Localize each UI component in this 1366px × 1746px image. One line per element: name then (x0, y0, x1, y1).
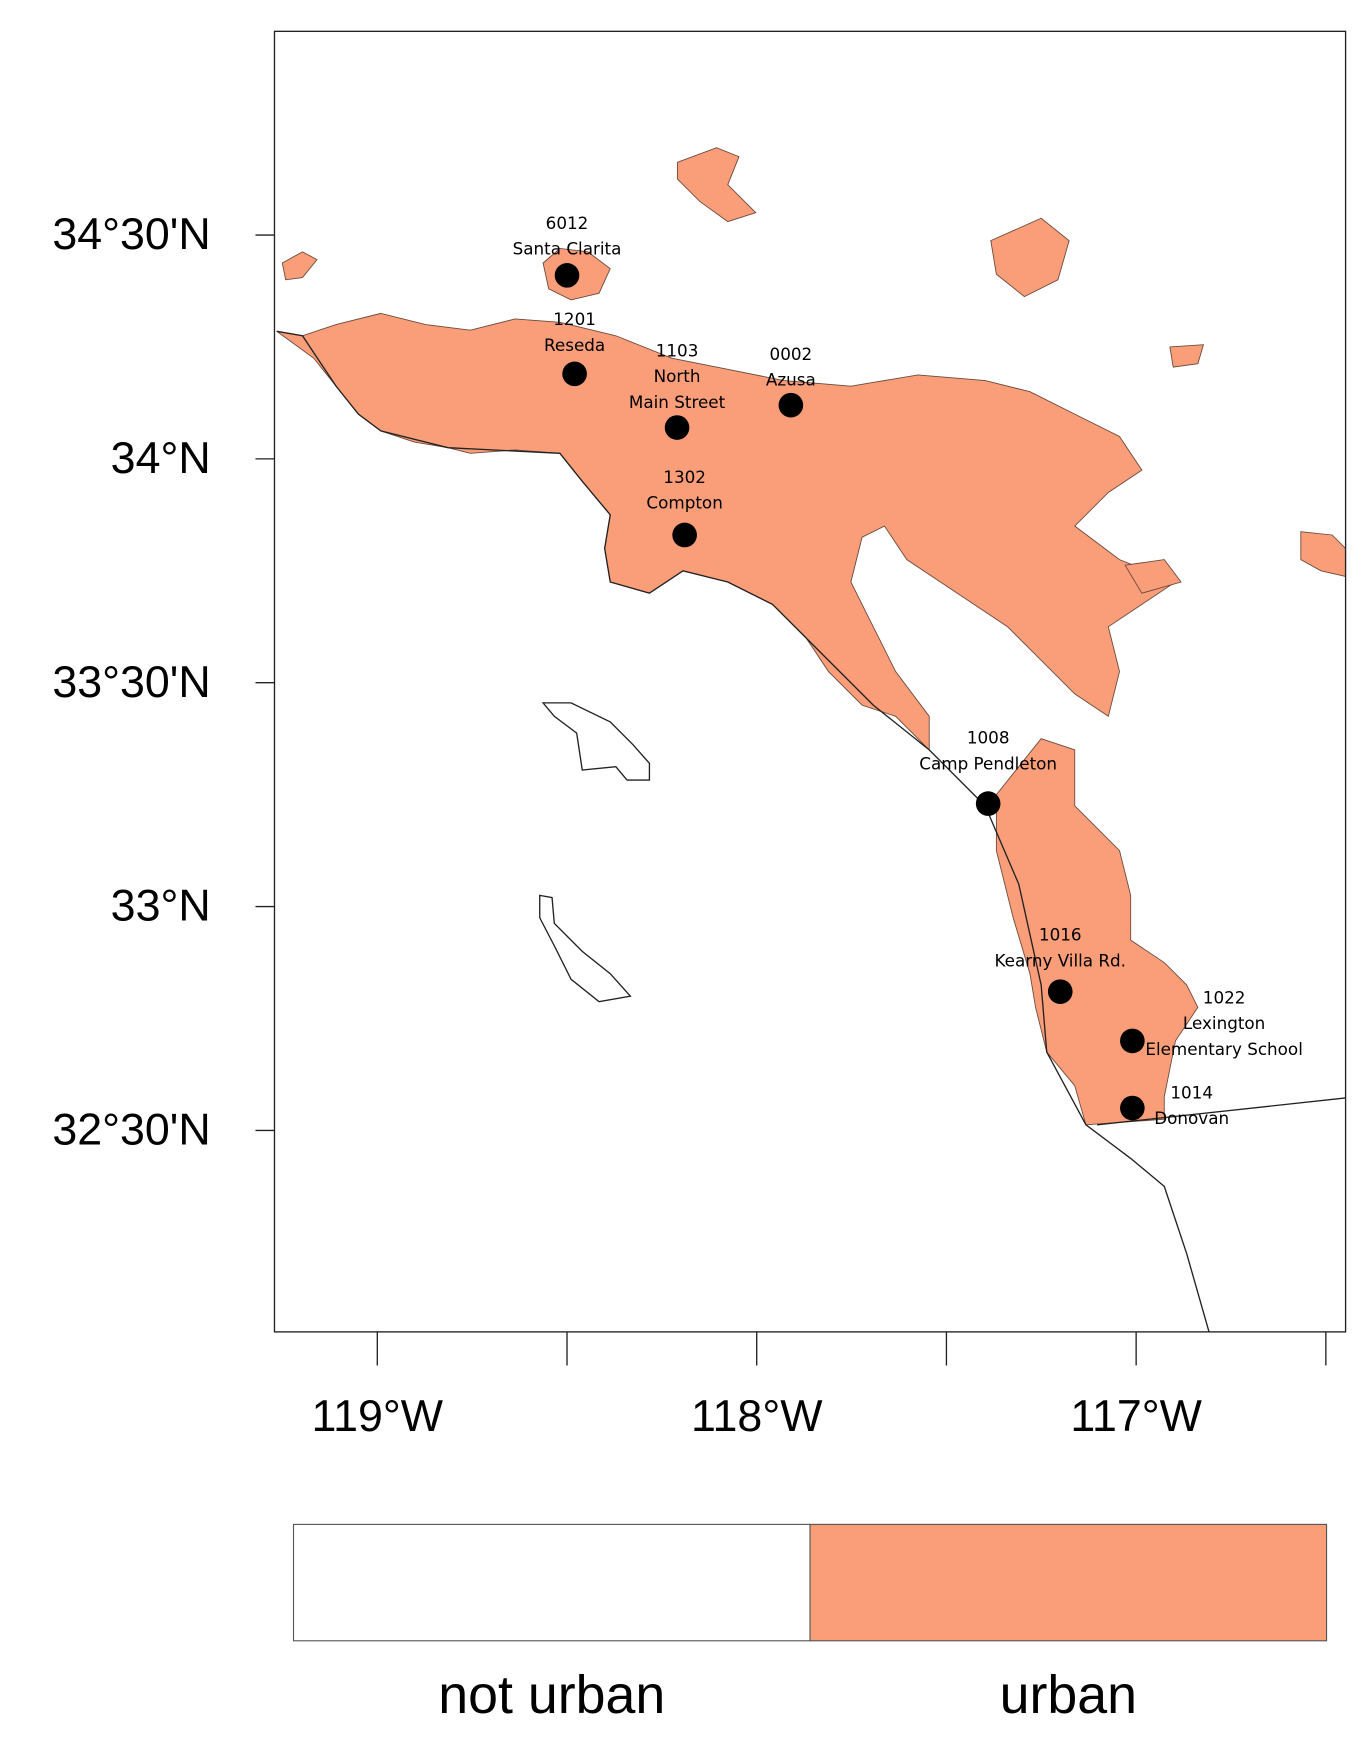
station-label: North (654, 366, 701, 386)
station-label: 1008 (967, 728, 1010, 748)
station-label: Compton (646, 493, 722, 513)
station-marker (664, 415, 690, 440)
station-label: Azusa (766, 370, 816, 390)
legend-swatch (292, 1523, 811, 1642)
y-tick-label: 33°N (111, 881, 211, 931)
station-label: 1016 (1039, 925, 1082, 945)
station-label: Reseda (544, 335, 605, 355)
legend-label: urban (1000, 1665, 1137, 1725)
station-marker (1120, 1095, 1145, 1121)
border-line (1097, 1097, 1346, 1126)
urban-area (1124, 559, 1182, 594)
urban-area (1169, 344, 1205, 368)
station-label: 1022 (1203, 987, 1246, 1007)
station-label: Donovan (1154, 1108, 1229, 1128)
station-label: Main Street (629, 392, 726, 412)
legend-label: not urban (438, 1665, 665, 1725)
station-label: 1302 (663, 467, 706, 487)
x-tick-label: 119°W (312, 1391, 444, 1441)
map-frame (273, 30, 1347, 1333)
axes: 34°30'N 34°N 33°30'N 33°N 32°30'N 119°W 118°W 1… (52, 209, 1327, 1441)
y-tick-label: 32°30'N (52, 1104, 210, 1154)
coast-line (276, 330, 1210, 1333)
station-label: 1103 (656, 340, 699, 360)
legend-swatch (809, 1523, 1328, 1642)
station-marker (778, 392, 804, 418)
station-label: 0002 (770, 344, 813, 364)
x-tick-label: 118°W (691, 1391, 823, 1441)
station-marker (554, 263, 580, 288)
urban-area (990, 217, 1070, 298)
x-tick-label: 117°W (1070, 1391, 1202, 1441)
station-label: Santa Clarita (513, 239, 622, 259)
station-marker (672, 522, 697, 548)
station-marker (975, 791, 1001, 816)
station-label: Lexington (1183, 1013, 1265, 1033)
legend: not urban urban (292, 1523, 1328, 1725)
y-tick-label: 33°30'N (52, 657, 210, 707)
station-label: 1014 (1170, 1082, 1213, 1102)
urban-area (995, 738, 1199, 1126)
urban-area (1300, 531, 1347, 577)
island (541, 702, 651, 781)
island (539, 894, 632, 1003)
coastline (276, 330, 1346, 1333)
station-marker (1120, 1028, 1145, 1054)
urban-area (276, 312, 1177, 751)
stations: 6012 Santa Clarita 1201 Reseda 1103 North Main… (513, 213, 1303, 1128)
station-label: Camp Pendleton (919, 753, 1057, 773)
station-marker (1047, 979, 1073, 1004)
y-tick-label: 34°N (111, 433, 211, 483)
y-tick-label: 34°30'N (52, 209, 210, 259)
station-label: Kearny Villa Rd. (994, 950, 1126, 970)
station-label: 6012 (546, 213, 589, 233)
urban-areas (276, 147, 1347, 1126)
station-label: Elementary School (1145, 1039, 1303, 1059)
urban-area (281, 251, 318, 281)
urban-area (676, 147, 757, 223)
station-marker (562, 361, 587, 387)
station-label: 1201 (553, 309, 596, 329)
